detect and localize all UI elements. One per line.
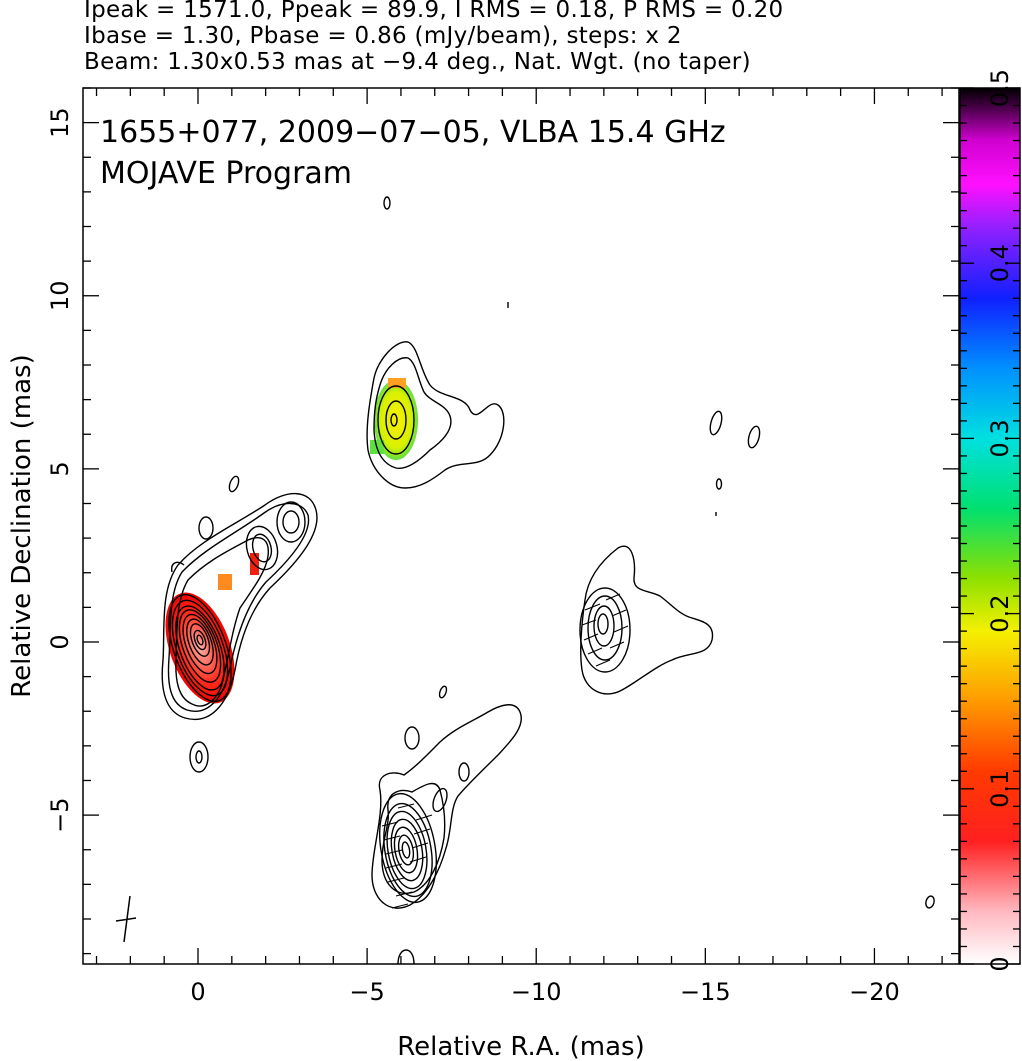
colorbar-tick-label: 0.2	[986, 595, 1014, 633]
colorbar-tick-label: 0	[986, 956, 1014, 971]
north-knot-contours	[366, 196, 509, 489]
colorbar-tick-label: 0.5	[986, 69, 1014, 107]
x-tick-label: −10	[511, 978, 562, 1006]
x-tick-label: 0	[190, 978, 205, 1006]
west-knot-vectors	[581, 593, 629, 667]
north-knot-polarization	[374, 380, 418, 460]
chart-subtitle: MOJAVE Program	[100, 156, 352, 191]
south-knot-contours	[371, 685, 522, 965]
y-tick-label: 0	[46, 634, 74, 649]
colorbar	[959, 87, 1021, 965]
chart-title: 1655+077, 2009−07−05, VLBA 15.4 GHz	[100, 115, 726, 150]
north-knot-polarization-edge	[388, 378, 406, 388]
west-knot-contours	[579, 545, 714, 695]
colorbar-tick-label: 0.3	[986, 419, 1014, 457]
beam-marker	[115, 895, 137, 943]
y-tick-label: 15	[46, 107, 74, 138]
isolated-contours	[709, 410, 935, 909]
x-axis-label: Relative R.A. (mas)	[397, 1032, 644, 1061]
core-contours	[161, 475, 318, 773]
core-polarization-edge	[218, 574, 232, 590]
south-knot-vectors	[381, 803, 433, 909]
y-axis-label: Relative Declination (mas)	[7, 354, 37, 697]
y-tick-label: 5	[46, 461, 74, 476]
colorbar-tick-label: 0.4	[986, 244, 1014, 282]
plot-frame	[82, 87, 960, 965]
y-tick-label: −5	[46, 797, 74, 832]
header-line-2: Ibase = 1.30, Pbase = 0.86 (mJy/beam), s…	[84, 23, 682, 49]
header-line-1: Ipeak = 1571.0, Ppeak = 89.9, I RMS = 0.…	[84, 0, 784, 23]
x-tick-label: −20	[849, 978, 900, 1006]
x-tick-label: −5	[349, 978, 384, 1006]
header-line-3: Beam: 1.30x0.53 mas at −9.4 deg., Nat. W…	[84, 49, 751, 75]
colorbar-tick-label: 0.1	[986, 770, 1014, 808]
y-tick-label: 10	[46, 280, 74, 311]
x-tick-label: −15	[680, 978, 731, 1006]
